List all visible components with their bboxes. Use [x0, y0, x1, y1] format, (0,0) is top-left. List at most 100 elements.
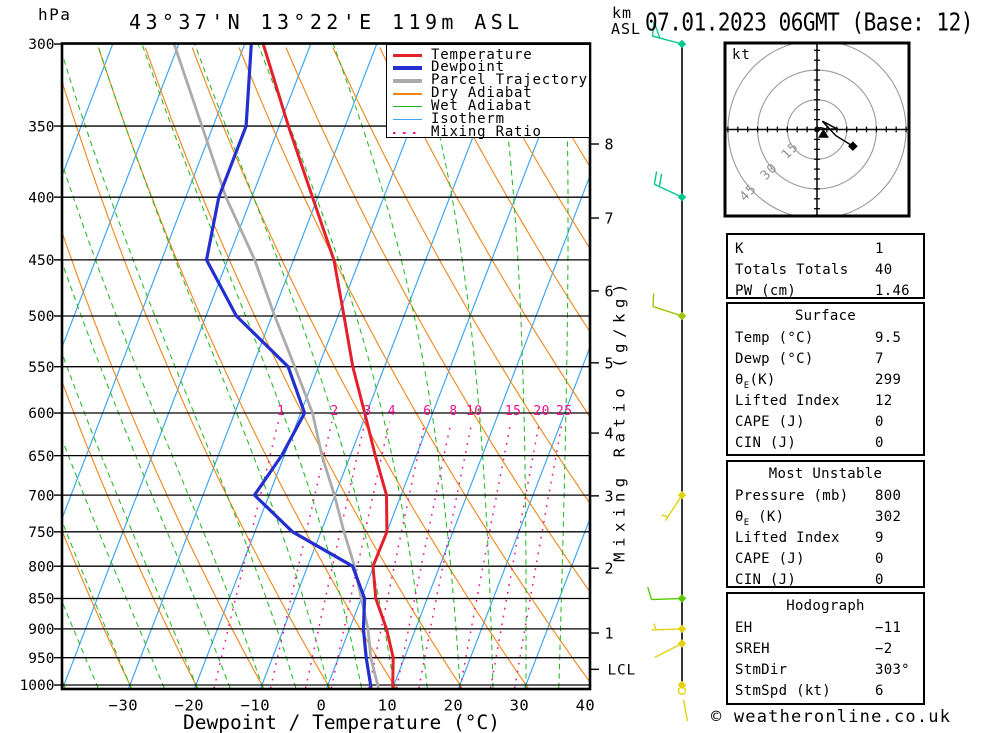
- table-row-label: θE (K): [735, 508, 785, 528]
- wind-barb: [654, 639, 687, 658]
- table-row: CIN (J) 0: [728, 572, 923, 588]
- mixing-ratio-line: [513, 421, 563, 689]
- wet-adiabat-line: [141, 43, 363, 689]
- mixing-ratio-line: [304, 421, 366, 689]
- mixing-ratio-value-label: 8: [449, 404, 457, 419]
- temperature-curve: [261, 43, 395, 689]
- wind-barb-staff: [652, 305, 683, 317]
- theta-e-subscript: E: [743, 380, 750, 391]
- mixing-ratio-line: [489, 421, 541, 689]
- wet-adiabat-line: [62, 260, 231, 689]
- wind-barb: [651, 623, 687, 634]
- table-row-value: 0: [875, 413, 884, 430]
- table-row-value: 7: [875, 350, 884, 367]
- wind-barb-staff: [682, 699, 689, 722]
- table-row-label: StmSpd (kt): [735, 682, 832, 699]
- legend-label-mixing_ratio: Mixing Ratio: [431, 123, 542, 140]
- wind-barb-full: [653, 171, 658, 185]
- wind-barb: [652, 293, 687, 321]
- stats-table-hodograph: Hodograph EH −11 SREH −2 StmDir 303° StmSpd (kt…: [726, 591, 925, 705]
- table-row-label: Temp (°C): [735, 329, 814, 346]
- km-tick-label: 2: [605, 560, 614, 578]
- table-row-label: CIN (J): [735, 434, 797, 451]
- km-tick-label: 8: [605, 136, 614, 154]
- table-row-label: Dewp (°C): [735, 350, 814, 367]
- wind-barb-staff: [654, 183, 683, 198]
- temperature-tick-label: −10: [241, 697, 271, 715]
- dry-adiabat-line: [62, 230, 265, 689]
- legend-swatch-mixing_ratio: [393, 131, 422, 135]
- km-axis-unit-label: km: [612, 4, 633, 22]
- table-row: StmDir 303°: [728, 662, 923, 678]
- mixing-ratio-value-label: 1: [277, 404, 285, 419]
- legend-row-temperature: Temperature: [387, 47, 589, 63]
- isotherm-line: [62, 43, 114, 178]
- hodograph-unit-label: kt: [732, 47, 751, 63]
- table-row-label: θE(K): [735, 371, 776, 391]
- wind-barb-staff: [651, 597, 683, 601]
- table-row: Lifted Index 12: [728, 393, 923, 409]
- legend-label-wet_adiabat: Wet Adiabat: [431, 97, 533, 114]
- wind-barb: [647, 586, 687, 603]
- dry-adiabat-line: [473, 47, 590, 250]
- hodograph-origin-dot: [814, 126, 820, 133]
- table-row: θE (K) 302: [728, 508, 923, 528]
- legend-label-dry_adiabat: Dry Adiabat: [431, 85, 533, 102]
- table-row: CIN (J) 0: [728, 435, 923, 451]
- dry-adiabat-line: [144, 47, 463, 689]
- table-row-label: Lifted Index: [735, 529, 840, 546]
- table-row-value: 302: [875, 508, 902, 525]
- stats-table-most-unstable: Most Unstable Pressure (mb) 800 θE (K) 302 Li…: [726, 459, 925, 589]
- wet-adiabat-line: [62, 351, 198, 689]
- dry-adiabat-line: [97, 47, 397, 689]
- wind-barb-pennant: [651, 21, 661, 39]
- pressure-tick-label: 1000: [20, 678, 55, 694]
- isotherm-line: [62, 43, 180, 349]
- parcel-trajectory-curve: [172, 43, 380, 688]
- table-row-label: Totals Totals: [735, 262, 849, 278]
- table-row-label: CAPE (J): [735, 550, 805, 567]
- wind-barb-staff: [664, 494, 683, 522]
- hodograph-frame: [723, 41, 911, 218]
- wet-adiabat-line: [62, 51, 297, 689]
- pressure-tick-label: 650: [28, 449, 54, 465]
- table-row-label: PW (cm): [735, 283, 797, 299]
- table-row-label: Pressure (mb): [735, 487, 849, 504]
- pressure-axis-unit-label: hPa: [38, 5, 72, 24]
- table-row: PW (cm) 1.46: [728, 283, 923, 299]
- run-date-title: 07.01.2023 06GMT (Base: 12): [645, 8, 973, 37]
- pressure-tick-label: 750: [28, 525, 54, 541]
- table-row-label: K: [735, 241, 744, 257]
- pressure-tick-label: 450: [28, 253, 54, 269]
- stats-table-indices: K 1 Totals Totals 40 PW (cm) 1.46: [726, 233, 925, 299]
- wet-adiabat-line: [62, 161, 264, 689]
- lcl-label: LCL: [608, 662, 637, 678]
- legend-row-dewpoint: Dewpoint: [387, 59, 589, 75]
- mixing-ratio-line: [330, 421, 391, 689]
- legend-row-mixing_ratio: Mixing Ratio: [387, 123, 589, 140]
- pressure-tick-label: 850: [28, 592, 54, 608]
- legend-swatch-dry_adiabat: [393, 93, 422, 95]
- legend-row-wet_adiabat: Wet Adiabat: [387, 97, 589, 114]
- table-row-value: −2: [875, 640, 893, 657]
- pressure-tick-label: 550: [28, 360, 54, 376]
- temperature-tick-label: −30: [109, 697, 139, 715]
- stats-table-surface: Surface Temp (°C) 9.5 Dewp (°C) 7 θE(K) 299 Lif…: [726, 301, 925, 456]
- wind-barb: [661, 490, 687, 522]
- wind-barb-half: [653, 623, 657, 631]
- table-row-value: 9.5: [875, 329, 902, 346]
- isotherm-line: [523, 517, 590, 689]
- mixing-ratio-line: [368, 421, 426, 689]
- legend-row-dry_adiabat: Dry Adiabat: [387, 85, 589, 102]
- pressure-tick-label: 800: [28, 559, 54, 575]
- km-tick-label: 7: [605, 210, 614, 228]
- pressure-tick-label: 500: [28, 309, 54, 325]
- legend-label-parcel: Parcel Trajectory: [431, 72, 588, 89]
- dry-adiabat-line: [191, 47, 529, 689]
- wind-barb-full: [647, 586, 653, 600]
- table-row-label: EH: [735, 619, 753, 636]
- table-row-value: 6: [875, 682, 884, 699]
- wet-adiabat-line: [257, 43, 428, 689]
- skewt-plot-area: [62, 43, 590, 689]
